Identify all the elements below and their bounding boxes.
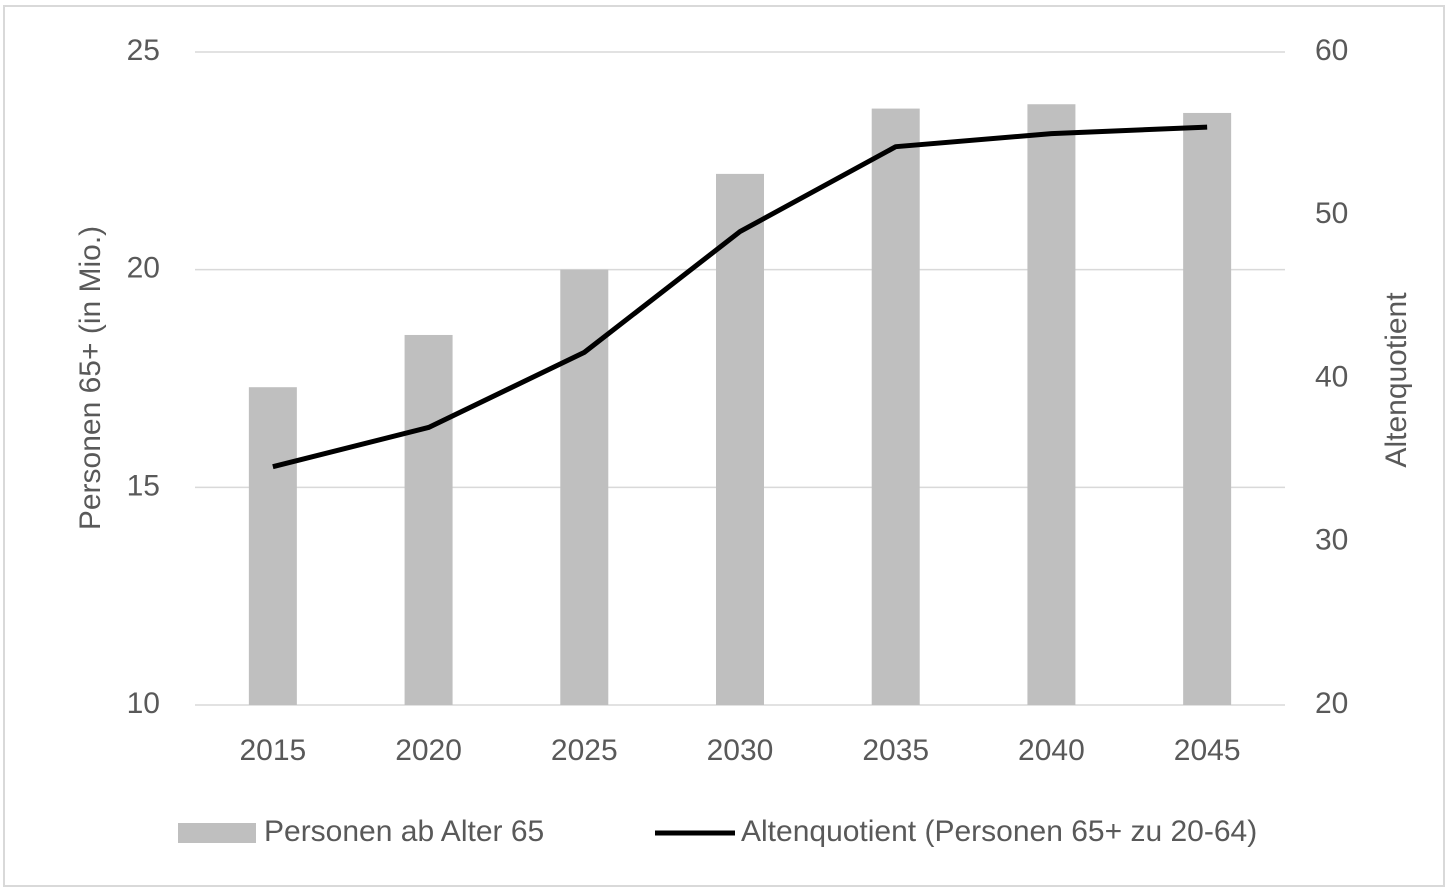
y2-axis-title: Altenquotient xyxy=(1380,292,1413,468)
y-axis-title: Personen 65+ (in Mio.) xyxy=(74,226,107,530)
bar xyxy=(716,173,764,706)
x-tick-label: 2040 xyxy=(1018,734,1085,767)
bar xyxy=(1027,104,1076,706)
x-tick-label: 2045 xyxy=(1174,734,1241,767)
bar xyxy=(560,269,609,705)
y2-tick-label: 20 xyxy=(1315,687,1348,720)
x-tick-label: 2035 xyxy=(862,734,929,767)
x-tick-label: 2015 xyxy=(239,734,306,767)
x-tick-label: 2020 xyxy=(395,734,462,767)
y-tick-label: 25 xyxy=(127,34,160,67)
x-tick-label: 2025 xyxy=(551,734,618,767)
bar xyxy=(248,387,297,705)
line xyxy=(272,124,1208,470)
legend-label: Personen ab Alter 65 xyxy=(264,815,544,848)
y2-tick-label: 60 xyxy=(1315,34,1348,67)
y2-tick-label: 30 xyxy=(1315,524,1348,557)
legend-swatch xyxy=(178,823,256,843)
y2-tick-label: 50 xyxy=(1315,197,1348,230)
legend-label: Altenquotient (Personen 65+ zu 20-64) xyxy=(741,815,1257,848)
bar xyxy=(871,108,920,706)
x-tick-label: 2030 xyxy=(707,734,774,767)
y-tick-label: 10 xyxy=(127,687,160,720)
y-tick-label: 20 xyxy=(127,252,160,285)
y-tick-label: 15 xyxy=(127,469,160,502)
bar xyxy=(404,334,453,705)
bar xyxy=(1183,112,1232,706)
y2-tick-label: 40 xyxy=(1315,360,1348,393)
